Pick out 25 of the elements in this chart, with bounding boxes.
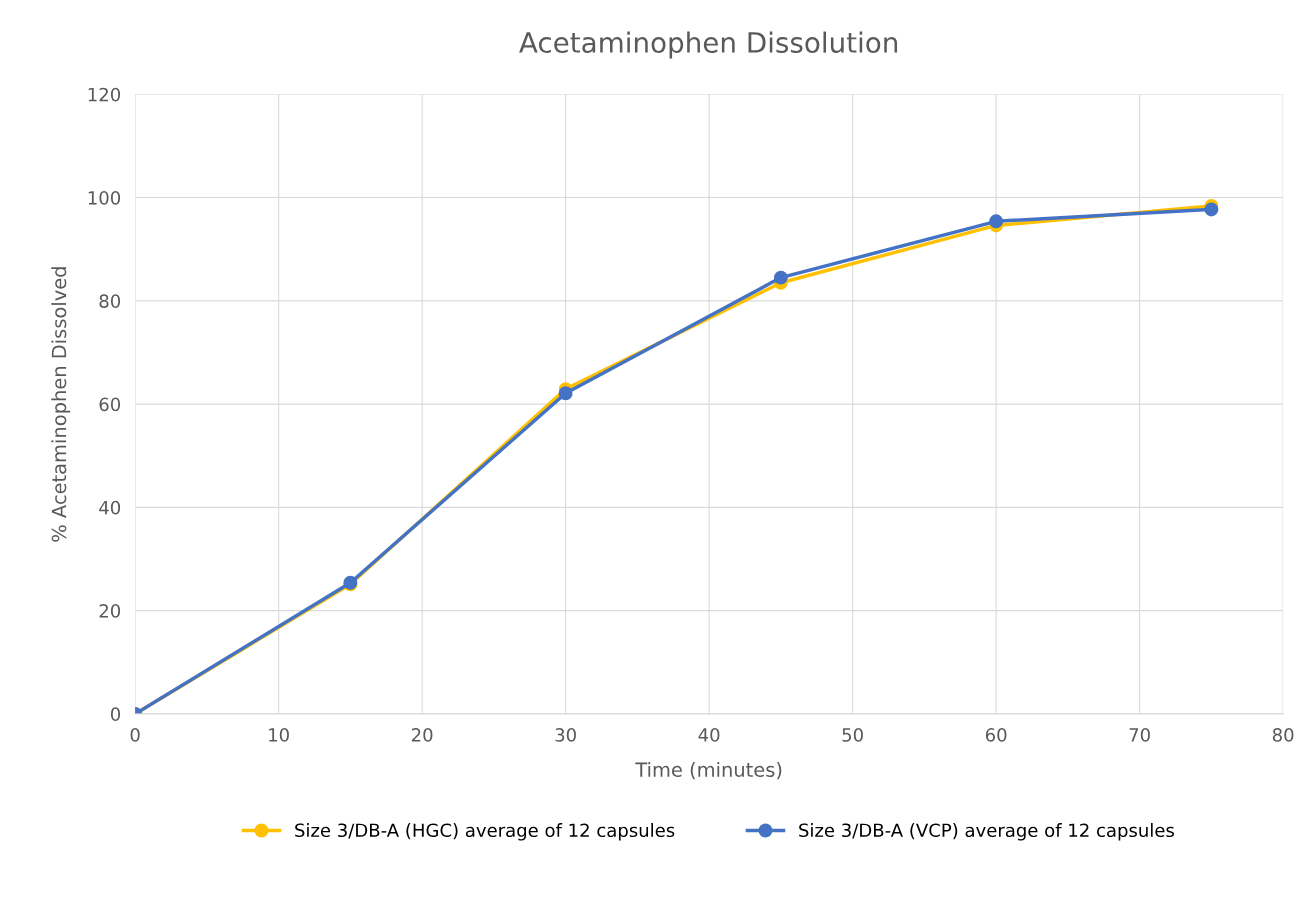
x-tick-label: 80 (1272, 728, 1294, 742)
x-tick-label: 50 (842, 728, 863, 742)
y-tick-label: 100 (88, 191, 121, 205)
y-tick-label: 20 (99, 604, 121, 618)
y-tick-label: 80 (99, 294, 121, 308)
point (989, 214, 1004, 229)
y-tick-label: 40 (99, 500, 121, 515)
x-tick-label: 70 (1129, 728, 1150, 742)
y-tick-label: 60 (99, 397, 121, 412)
x-tick-label: 0 (130, 728, 140, 742)
x-axis-title: Time (minutes) (635, 761, 782, 780)
y-axis-title: % Acetaminophen Dissolved (51, 267, 71, 542)
x-tick-label: 30 (555, 728, 576, 742)
legend-label: Size 3/DB-A (VCP) average of 12 capsules (799, 823, 1174, 841)
legend-label: Size 3/DB-A (HGC) average of 12 capsules (295, 823, 675, 841)
x-tick-label: 40 (698, 728, 720, 742)
point (558, 386, 573, 401)
chart-title: Acetaminophen Dissolution (519, 31, 898, 59)
y-tick-label: 0 (110, 707, 121, 722)
x-tick-label: 60 (985, 728, 1007, 742)
point (1204, 202, 1219, 217)
x-tick-label: 20 (411, 728, 433, 742)
point (773, 270, 788, 285)
x-tick-label: 10 (269, 728, 289, 742)
y-tick-label: 120 (88, 87, 121, 102)
